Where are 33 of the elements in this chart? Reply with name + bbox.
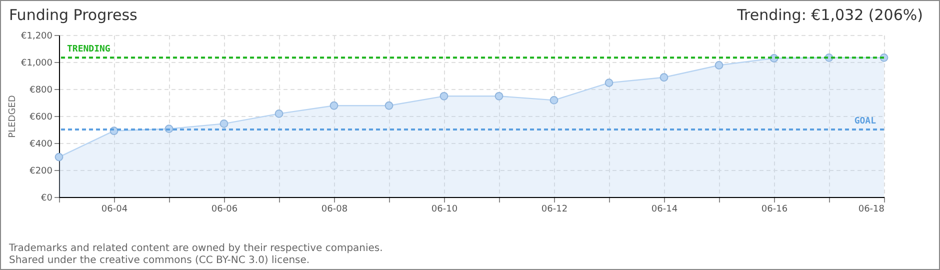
- chart-title: Funding Progress: [9, 6, 138, 26]
- point: [220, 119, 228, 128]
- y-tick-label: €1,000: [21, 58, 53, 68]
- text: Trending: €1,032 (206%): [737, 6, 923, 26]
- point: [550, 96, 558, 104]
- x-tick-label: 06-06: [211, 204, 238, 214]
- y-tick-label: €200: [30, 166, 53, 176]
- point: [274, 110, 284, 118]
- x-tick-label: 06-08: [321, 204, 348, 214]
- x-tick-label: 06-14: [651, 204, 678, 214]
- x-tick-label: 06-10: [431, 204, 458, 214]
- ref-line-label: GOAL: [854, 116, 877, 126]
- x-tick-label: 06-18: [858, 204, 885, 214]
- y-tick-label: €800: [30, 86, 53, 96]
- y-tick-label: €0: [41, 194, 53, 204]
- x-tick-label: 06-16: [761, 204, 788, 214]
- point: [384, 101, 394, 110]
- y-tick-label: €1,200: [21, 32, 53, 42]
- point: [494, 92, 504, 100]
- text: Shared under the creative commons (CC BY-NC 3.0) license.: [9, 255, 311, 267]
- point: [330, 101, 338, 110]
- y-axis-title: PLEDGED: [8, 95, 18, 138]
- point: [604, 78, 614, 87]
- point: [714, 61, 724, 70]
- y-tick-label: €600: [30, 112, 53, 122]
- x-tick-label: 06-04: [101, 204, 128, 214]
- ref-line-label: TRENDING: [67, 44, 110, 55]
- point: [660, 73, 668, 82]
- text: Trademarks and related content are owned by their respective companies.: [9, 243, 383, 255]
- x-tick-label: 06-12: [541, 204, 568, 214]
- point: [54, 152, 64, 162]
- y-tick-label: €400: [30, 140, 53, 150]
- point: [440, 92, 448, 100]
